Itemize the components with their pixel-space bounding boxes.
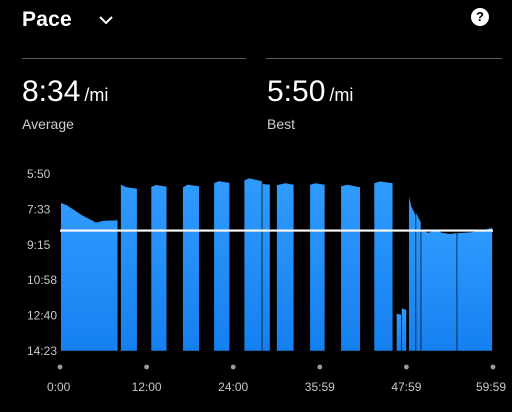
pace-segment	[415, 211, 422, 352]
pace-segment	[401, 307, 407, 352]
x-tick-label: 47:59	[391, 380, 421, 394]
pace-segment	[408, 194, 417, 352]
divider	[266, 58, 502, 59]
pace-segment	[340, 184, 361, 352]
help-icon[interactable]: ?	[471, 8, 489, 26]
y-tick-label: 12:40	[27, 309, 57, 323]
chevron-down-icon[interactable]	[98, 12, 114, 30]
x-tick-label: 59:59	[476, 380, 506, 394]
y-tick-label: 9:15	[27, 238, 51, 252]
pace-segment	[243, 177, 263, 352]
x-tick-dot	[490, 364, 496, 370]
best-pace-unit: /mi	[329, 85, 354, 105]
x-tick-label: 35:59	[305, 380, 335, 394]
best-pace-label: Best	[267, 116, 296, 132]
average-pace-unit: /mi	[84, 85, 109, 105]
pace-segment	[276, 182, 295, 352]
pace-segment	[420, 228, 458, 352]
x-tick-label: 12:00	[132, 380, 162, 394]
pace-segment	[261, 183, 271, 352]
y-tick-label: 14:23	[27, 344, 57, 358]
pace-segment	[60, 202, 119, 352]
x-tick-dot	[404, 364, 409, 370]
best-pace-value: 5:50	[267, 75, 326, 108]
x-tick-dot	[317, 364, 323, 370]
pace-segment	[456, 227, 493, 352]
page-title: Pace	[22, 8, 72, 31]
x-tick-label: 24:00	[218, 380, 248, 394]
pace-segment	[120, 183, 138, 352]
x-tick-dot	[57, 364, 63, 370]
pace-segment	[213, 180, 230, 352]
average-pace-stat: 8:34/mi Average	[22, 74, 108, 132]
x-tick-label: 0:00	[47, 380, 71, 394]
best-pace-stat: 5:50/mi Best	[267, 74, 353, 132]
x-tick-dot	[144, 364, 150, 370]
average-pace-label: Average	[22, 116, 74, 132]
pace-chart[interactable]: 5:50 7:33 9:15 10:58 12:40 14:23 0:00 12:00 24:…	[0, 160, 512, 412]
pace-segment	[373, 180, 394, 352]
pace-segment	[182, 184, 200, 352]
metric-selector[interactable]: Pace	[22, 8, 114, 32]
pace-segment	[309, 182, 326, 352]
pace-segment	[150, 184, 168, 352]
pace-segment	[396, 313, 402, 352]
divider	[22, 58, 246, 59]
x-tick-dot	[230, 364, 236, 370]
average-pace-value: 8:34	[22, 75, 81, 108]
y-tick-label: 7:33	[27, 202, 51, 216]
y-tick-label: 10:58	[27, 273, 57, 287]
y-tick-label: 5:50	[27, 167, 51, 181]
